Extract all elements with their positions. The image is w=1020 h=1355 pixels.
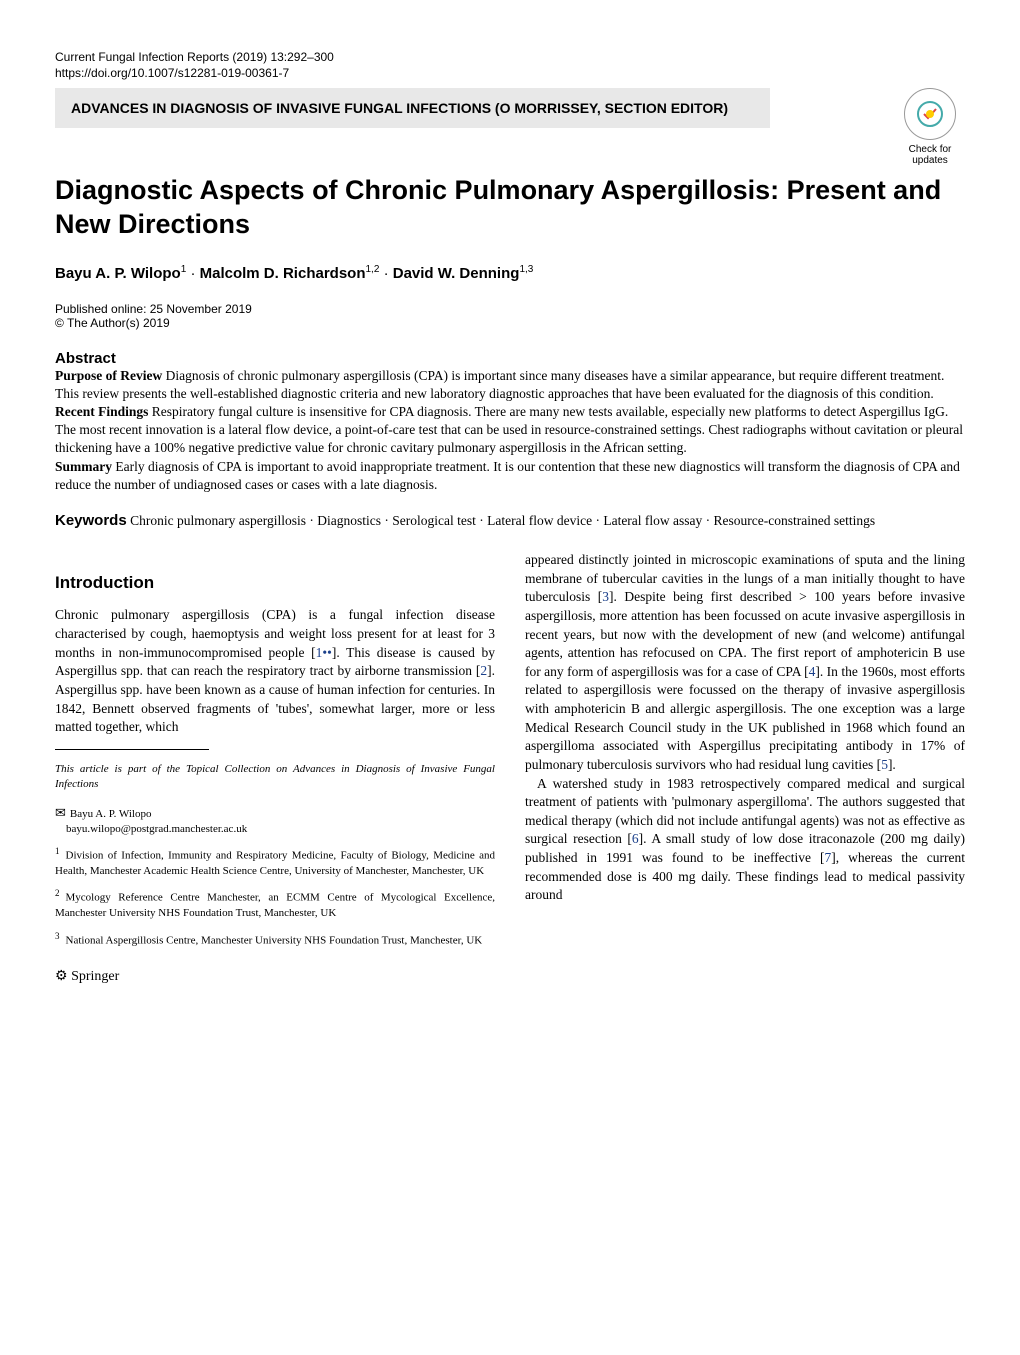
- journal-citation: Current Fungal Infection Reports (2019) …: [55, 50, 334, 64]
- keywords-line: Keywords Chronic pulmonary aspergillosis…: [55, 512, 965, 529]
- abstract-body: Purpose of Review Diagnosis of chronic p…: [55, 367, 965, 495]
- corresp-email: bayu.wilopo@postgrad.manchester.ac.uk: [66, 823, 247, 835]
- author-sep: ·: [384, 265, 393, 282]
- aff-num-3: 3: [55, 931, 60, 941]
- abstract-heading: Abstract: [55, 350, 965, 367]
- author-sep: ·: [190, 265, 199, 282]
- doi: https://doi.org/10.1007/s12281-019-00361…: [55, 66, 289, 80]
- affiliations: 1Division of Infection, Immunity and Res…: [55, 845, 495, 949]
- summary-text: Early diagnosis of CPA is important to a…: [55, 459, 960, 492]
- affiliation-1: 1Division of Infection, Immunity and Res…: [55, 845, 495, 879]
- summary-label: Summary: [55, 459, 112, 474]
- footnote-separator: [55, 749, 209, 750]
- recent-text: Respiratory fungal culture is insensitiv…: [55, 404, 963, 455]
- purpose-text: Diagnosis of chronic pulmonary aspergill…: [55, 368, 944, 401]
- corresponding-author: ✉ Bayu A. P. Wilopo bayu.wilopo@postgrad.…: [55, 804, 495, 837]
- aff-text-3: National Aspergillosis Centre, Mancheste…: [66, 934, 483, 946]
- author-2: Malcolm D. Richardson: [200, 265, 366, 282]
- published-date: Published online: 25 November 2019: [55, 302, 965, 316]
- introduction-heading: Introduction: [55, 571, 495, 594]
- right-column: appeared distinctly jointed in microscop…: [525, 551, 965, 986]
- keywords-label: Keywords: [55, 512, 127, 529]
- aff-num-2: 2: [55, 888, 60, 898]
- section-banner: ADVANCES IN DIAGNOSIS OF INVASIVE FUNGAL…: [55, 88, 770, 128]
- corresp-name: Bayu A. P. Wilopo: [70, 808, 152, 820]
- intro-paragraph-1: Chronic pulmonary aspergillosis (CPA) is…: [55, 606, 495, 736]
- author-1: Bayu A. P. Wilopo: [55, 265, 181, 282]
- article-title: Diagnostic Aspects of Chronic Pulmonary …: [55, 174, 965, 242]
- springer-text: Springer: [71, 969, 119, 984]
- body-text: ]. In the 1960s, most efforts related to…: [525, 664, 965, 772]
- purpose-label: Purpose of Review: [55, 368, 162, 383]
- ref-6[interactable]: 6: [632, 831, 639, 846]
- author-3-aff: 1,3: [519, 264, 533, 275]
- ref-3[interactable]: 3: [602, 589, 609, 604]
- author-1-aff: 1: [181, 264, 187, 275]
- ref-1[interactable]: 1••: [316, 645, 332, 660]
- author-2-aff: 1,2: [366, 264, 380, 275]
- affiliation-3: 3 National Aspergillosis Centre, Manchest…: [55, 930, 495, 949]
- body-text: ].: [888, 757, 896, 772]
- affiliation-2: 2Mycology Reference Centre Manchester, a…: [55, 887, 495, 921]
- author-3: David W. Denning: [393, 265, 520, 282]
- doi-line: https://doi.org/10.1007/s12281-019-00361…: [55, 66, 965, 80]
- publisher-logo: ⚙ Springer: [55, 967, 495, 986]
- aff-text-1: Division of Infection, Immunity and Resp…: [55, 850, 495, 877]
- ref-5[interactable]: 5: [881, 757, 888, 772]
- right-paragraph-2: A watershed study in 1983 retrospectivel…: [525, 775, 965, 905]
- springer-icon: ⚙: [55, 969, 68, 984]
- aff-text-2: Mycology Reference Centre Manchester, an…: [55, 892, 495, 919]
- keywords-text: Chronic pulmonary aspergillosis · Diagno…: [127, 513, 875, 528]
- crossmark-badge[interactable]: Check for updates: [895, 88, 965, 166]
- crossmark-label: Check for updates: [895, 144, 965, 166]
- aff-num-1: 1: [55, 846, 60, 856]
- recent-label: Recent Findings: [55, 404, 148, 419]
- author-list: Bayu A. P. Wilopo1 · Malcolm D. Richards…: [55, 264, 965, 282]
- topical-note: This article is part of the Topical Coll…: [55, 762, 495, 792]
- crossmark-icon: [904, 88, 956, 140]
- left-column: Introduction Chronic pulmonary aspergill…: [55, 551, 495, 986]
- publication-info: Published online: 25 November 2019 © The…: [55, 302, 965, 330]
- right-paragraph-1: appeared distinctly jointed in microscop…: [525, 551, 965, 775]
- envelope-icon: ✉: [55, 805, 66, 820]
- topical-text: This article is part of the Topical Coll…: [55, 763, 495, 790]
- copyright: © The Author(s) 2019: [55, 316, 965, 330]
- journal-header: Current Fungal Infection Reports (2019) …: [55, 50, 965, 64]
